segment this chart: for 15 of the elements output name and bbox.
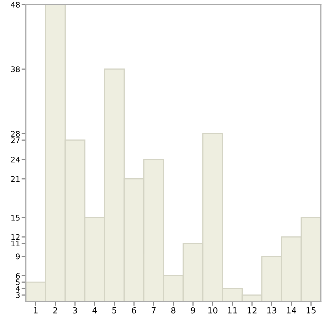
x-tick-label: 12 <box>248 307 257 314</box>
x-tick-label: 10 <box>208 307 218 314</box>
x-tick-label: 11 <box>228 308 238 314</box>
x-tick-label: 1 <box>34 308 38 314</box>
x-tick-label: 7 <box>152 308 156 314</box>
x-tick-label: 5 <box>112 308 117 314</box>
x-tick-label: 4 <box>92 308 98 314</box>
x-tick-label: 9 <box>191 307 196 314</box>
x-tick-label: 15 <box>306 308 316 314</box>
x-tick-label: 6 <box>132 307 136 314</box>
x-tick-label: 3 <box>73 307 78 314</box>
x-tick-label: 13 <box>268 307 277 314</box>
x-tick-label: 14 <box>287 308 296 314</box>
x-tick-label: 8 <box>172 307 176 314</box>
x-tick-label: 2 <box>54 307 58 314</box>
